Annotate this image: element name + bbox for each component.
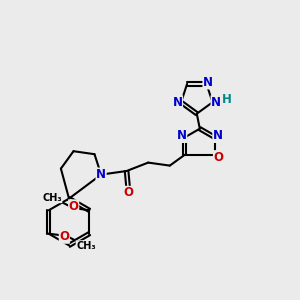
Text: CH₃: CH₃ xyxy=(42,193,62,203)
Text: O: O xyxy=(123,186,133,200)
Text: N: N xyxy=(172,96,182,109)
Text: N: N xyxy=(211,96,221,109)
Text: N: N xyxy=(96,168,106,181)
Text: O: O xyxy=(59,230,69,243)
Text: O: O xyxy=(69,200,79,213)
Text: N: N xyxy=(213,129,223,142)
Text: H: H xyxy=(222,93,232,106)
Text: N: N xyxy=(177,129,187,142)
Text: CH₃: CH₃ xyxy=(76,241,96,251)
Text: O: O xyxy=(214,151,224,164)
Text: N: N xyxy=(203,76,213,89)
